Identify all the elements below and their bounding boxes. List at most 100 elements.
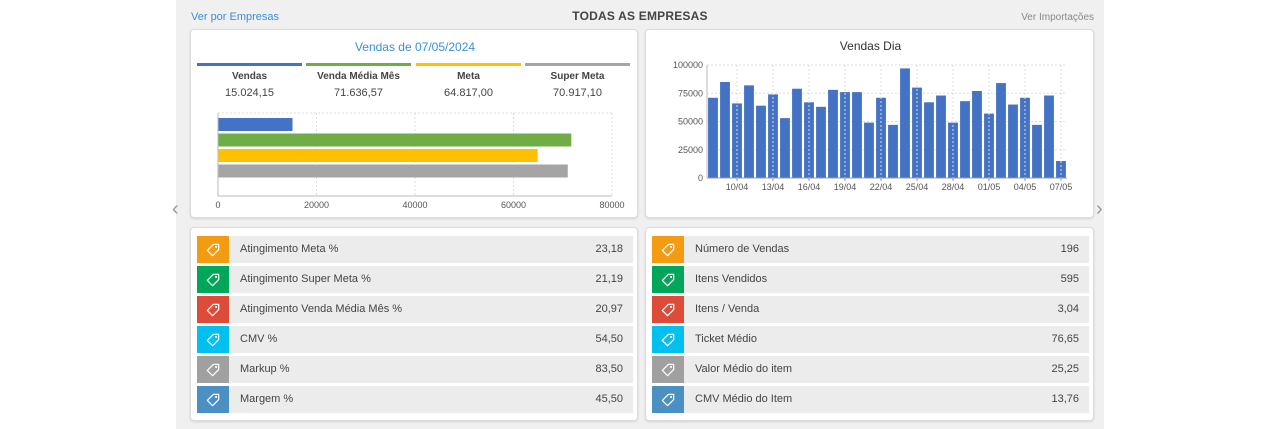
daily-sales-chart: 0 25000 50000 75000 100000 10/04 13/04 16/04 19/… (673, 60, 1073, 192)
tag-icon (197, 326, 229, 353)
y-tick-label: 75000 (678, 88, 703, 98)
bar-27/04 (936, 95, 946, 178)
daily-sales-title: Vendas Dia (839, 39, 902, 53)
x-tick-label: 40000 (402, 200, 427, 210)
kpi-counts-panel: Número de Vendas 196 Itens Vendidos 595 Iten… (645, 227, 1094, 421)
kpi-row: Margem % 45,50 (197, 386, 633, 413)
bar-15/04 (792, 88, 802, 178)
kpi-value: 23,18 (595, 243, 623, 255)
kpi-row: CMV % 54,50 (197, 326, 633, 353)
metric-color-bar (416, 63, 521, 66)
y-tick-label: 50000 (678, 117, 703, 127)
kpi-row: Atingimento Super Meta % 21,19 (197, 266, 633, 293)
kpi-value: 20,97 (595, 303, 623, 315)
kpi-row: Itens Vendidos 595 (652, 266, 1089, 293)
tag-icon (652, 386, 684, 413)
kpi-value: 25,25 (1051, 363, 1079, 375)
x-tick-label: 80000 (599, 200, 624, 210)
target-comparison-chart: 0 20000 40000 60000 80000 (215, 112, 625, 210)
metric-color-bar (197, 63, 302, 66)
bar-14/04 (780, 118, 790, 178)
kpi-value: 76,65 (1051, 333, 1079, 345)
kpi-label: Valor Médio do item (695, 363, 793, 375)
bar-24/04 (900, 68, 910, 178)
x-tick-label: 13/04 (762, 182, 785, 192)
x-tick-label: 60000 (501, 200, 526, 210)
dashboard: Ver por Empresas TODAS AS EMPRESAS Ver I… (176, 0, 1104, 429)
kpi-value: 21,19 (595, 273, 623, 285)
tag-icon (197, 266, 229, 293)
sales-summary-panel: Vendas de 07/05/2024 Vendas 15.024,15 Ve… (190, 29, 638, 218)
kpi-percent-panel: Atingimento Meta % 23,18 Atingimento Super… (190, 227, 638, 421)
metric-label: Meta (457, 71, 480, 82)
kpi-label: Itens Vendidos (695, 273, 768, 285)
tag-icon (197, 356, 229, 383)
bar-17/04 (816, 106, 826, 178)
bar-03/05 (1008, 104, 1018, 178)
bar-09/04 (720, 81, 730, 178)
metric-venda-media-mes: Venda Média Mês 71.636,57 (306, 63, 411, 99)
bar-29/04 (960, 101, 970, 178)
tag-icon (197, 296, 229, 323)
kpi-row: Ticket Médio 76,65 (652, 326, 1089, 353)
bar-super-meta (218, 164, 568, 178)
y-tick-label: 0 (698, 173, 703, 183)
kpi-label: Atingimento Venda Média Mês % (240, 303, 403, 315)
bar-20/04 (852, 92, 862, 178)
kpi-label: Atingimento Meta % (240, 243, 339, 255)
x-tick-label: 25/04 (906, 182, 929, 192)
kpi-value: 83,50 (595, 363, 623, 375)
bar-meta (218, 149, 538, 162)
chevron-right-icon[interactable]: › (1096, 198, 1103, 220)
x-tick-label: 19/04 (834, 182, 857, 192)
bar-venda-média-mês (218, 133, 572, 147)
kpi-row: Markup % 83,50 (197, 356, 633, 383)
bar-12/04 (756, 105, 766, 178)
tag-icon (197, 236, 229, 263)
kpi-row: CMV Médio do Item 13,76 (652, 386, 1089, 413)
kpi-label: Markup % (240, 363, 290, 375)
x-tick-label: 20000 (304, 200, 329, 210)
chevron-left-icon[interactable]: ‹ (172, 198, 179, 220)
kpi-value: 595 (1060, 273, 1079, 285)
kpi-row: Atingimento Meta % 23,18 (197, 236, 633, 263)
kpi-value: 196 (1060, 243, 1079, 255)
metric-value: 70.917,10 (553, 87, 602, 99)
bar-10/04 (732, 103, 742, 178)
view-imports-link[interactable]: Ver Importações (1021, 12, 1094, 23)
metric-color-bar (306, 63, 411, 66)
kpi-label: Número de Vendas (695, 243, 790, 255)
bar-06/05 (1044, 95, 1054, 178)
kpi-value: 3,04 (1057, 303, 1079, 315)
bar-30/04 (972, 90, 982, 178)
metric-color-bar (525, 63, 630, 66)
metric-label: Vendas (231, 71, 268, 82)
x-tick-label: 07/05 (1050, 182, 1073, 192)
bar-25/04 (912, 87, 922, 178)
bar-13/04 (768, 94, 778, 178)
metric-vendas: Vendas 15.024,15 (197, 63, 302, 99)
metric-label: Venda Média Mês (317, 71, 400, 82)
x-tick-label: 0 (215, 200, 220, 210)
tag-icon (652, 356, 684, 383)
x-tick-label: 10/04 (726, 182, 749, 192)
bar-23/04 (888, 124, 898, 178)
x-tick-label: 16/04 (798, 182, 821, 192)
x-tick-label: 28/04 (942, 182, 965, 192)
bar-08/04 (708, 97, 718, 178)
x-tick-label: 01/05 (978, 182, 1001, 192)
x-tick-label: 04/05 (1014, 182, 1037, 192)
metric-value: 15.024,15 (225, 87, 274, 99)
page-title: TODAS AS EMPRESAS (572, 9, 708, 23)
y-tick-label: 25000 (678, 145, 703, 155)
kpi-label: Itens / Venda (695, 303, 760, 315)
kpi-label: CMV Médio do Item (695, 393, 793, 405)
kpi-row: Atingimento Venda Média Mês % 20,97 (197, 296, 633, 323)
metric-value: 71.636,57 (334, 87, 383, 99)
kpi-label: CMV % (240, 333, 278, 345)
daily-sales-panel: Vendas Dia 0 25000 50000 75000 100000 10/04 13… (645, 29, 1094, 218)
metric-value: 64.817,00 (444, 87, 493, 99)
bar-02/05 (996, 83, 1006, 178)
metric-super-meta: Super Meta 70.917,10 (525, 63, 630, 99)
view-by-companies-link[interactable]: Ver por Empresas (191, 11, 280, 23)
